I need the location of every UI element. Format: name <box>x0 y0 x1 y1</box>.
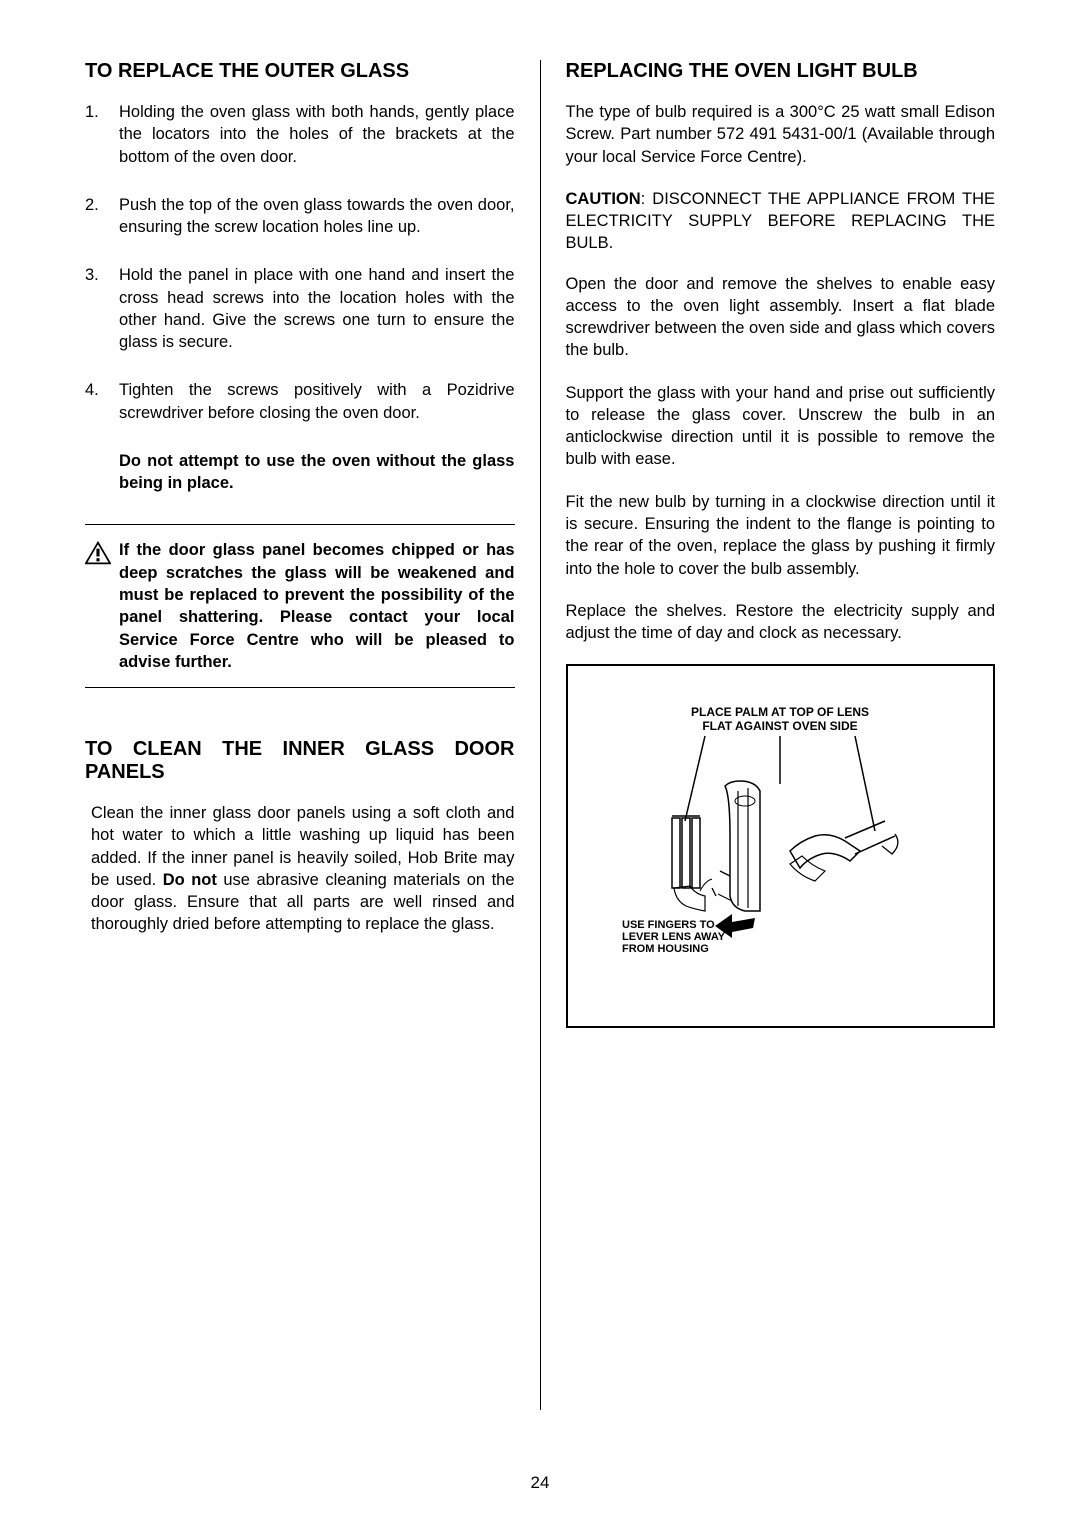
list-item: 4. Tighten the screws positively with a … <box>85 379 515 424</box>
item-number: 3. <box>85 264 119 353</box>
para2: Open the door and remove the shelves to … <box>566 273 996 362</box>
item-text: Tighten the screws positively with a Poz… <box>119 379 515 424</box>
page-content: TO REPLACE THE OUTER GLASS 1. Holding th… <box>70 60 1010 1410</box>
para1: The type of bulb required is a 300°C 25 … <box>566 101 996 168</box>
item-number: 4. <box>85 379 119 424</box>
right-column: REPLACING THE OVEN LIGHT BULB The type o… <box>540 60 1011 1410</box>
svg-text:PLACE PALM AT TOP OF LENS: PLACE PALM AT TOP OF LENS <box>691 705 869 719</box>
caution-para: CAUTION: DISCONNECT THE APPLIANCE FROM T… <box>566 188 996 255</box>
section1-heading: TO REPLACE THE OUTER GLASS <box>85 60 515 83</box>
divider <box>85 687 515 688</box>
text-bold: Do not <box>163 871 217 889</box>
item-text: Holding the oven glass with both hands, … <box>119 101 515 168</box>
warning-block: If the door glass panel becomes chipped … <box>85 539 515 673</box>
list-item: 1. Holding the oven glass with both hand… <box>85 101 515 168</box>
list-item: 2. Push the top of the oven glass toward… <box>85 194 515 239</box>
caution-prefix: CAUTION <box>566 190 641 208</box>
bold-note: Do not attempt to use the oven without t… <box>119 450 515 495</box>
item-text: Hold the panel in place with one hand an… <box>119 264 515 353</box>
item-text: Push the top of the oven glass towards t… <box>119 194 515 239</box>
svg-text:LEVER LENS AWAY: LEVER LENS AWAY <box>622 931 726 943</box>
list-item: 3. Hold the panel in place with one hand… <box>85 264 515 353</box>
item-number: 2. <box>85 194 119 239</box>
item-number: 1. <box>85 101 119 168</box>
divider <box>85 524 515 525</box>
svg-text:FROM HOUSING: FROM HOUSING <box>622 943 709 955</box>
warning-text: If the door glass panel becomes chipped … <box>119 539 515 673</box>
svg-text:USE FINGERS TO: USE FINGERS TO <box>622 919 715 931</box>
svg-text:FLAT AGAINST OVEN SIDE: FLAT AGAINST OVEN SIDE <box>703 719 858 733</box>
bulb-diagram: PLACE PALM AT TOP OF LENS FLAT AGAINST O… <box>590 696 970 996</box>
right-heading: REPLACING THE OVEN LIGHT BULB <box>566 60 996 83</box>
para3: Support the glass with your hand and pri… <box>566 382 996 471</box>
warning-icon <box>85 539 119 673</box>
diagram-box: PLACE PALM AT TOP OF LENS FLAT AGAINST O… <box>566 664 996 1028</box>
para4: Fit the new bulb by turning in a clockwi… <box>566 491 996 580</box>
section2-heading: TO CLEAN THE INNER GLASS DOOR PANELS <box>85 738 515 784</box>
left-column: TO REPLACE THE OUTER GLASS 1. Holding th… <box>70 60 540 1410</box>
section2-text: Clean the inner glass door panels using … <box>91 802 515 936</box>
page-number: 24 <box>0 1473 1080 1493</box>
para5: Replace the shelves. Restore the electri… <box>566 600 996 645</box>
